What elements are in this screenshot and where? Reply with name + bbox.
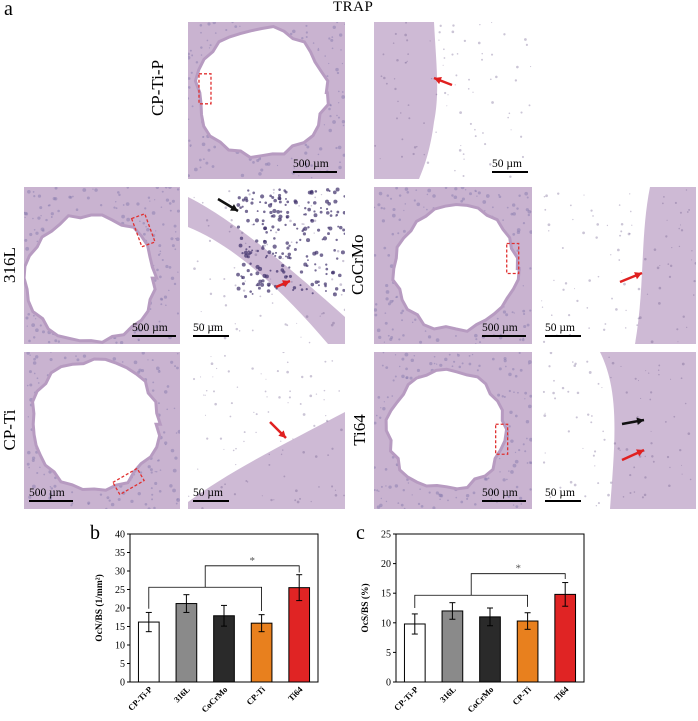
- chart-b-ytick-label-4: 20: [115, 604, 125, 615]
- chart-b-ylabel: OcN/BS (1/mm²): [94, 574, 105, 642]
- chart-b: 0 5 10 15 20 25 30 35 40 OcN/BS (1/mm²) CP-Ti-P 316…: [88, 520, 338, 716]
- chart-c: 0 5 10 15 20 25 OcS/BS (%) CP-Ti-P 316L CoCrMo CP-…: [354, 520, 604, 716]
- micrograph-cocrmo-low: [374, 187, 532, 344]
- chart-b-ytick-label-0: 0: [120, 678, 125, 689]
- micrograph-cpti-high: [188, 352, 345, 509]
- chart-b-ytick-label-1: 5: [120, 659, 125, 670]
- chart-b-ytick-label-6: 30: [115, 567, 125, 578]
- chart-c-bar-2: [479, 616, 501, 683]
- micrograph-316l-low: [24, 187, 180, 344]
- chart-b-errorbar-1: [183, 594, 190, 613]
- chart-c-ytick-label-4: 20: [381, 559, 391, 570]
- micrograph-ti64-low: [374, 352, 532, 509]
- chart-c-category-label-1: 316L: [438, 684, 458, 704]
- sample-label-cpti-p: CP-Ti-P: [148, 59, 167, 117]
- chart-c-ylabel: OcS/BS (%): [360, 583, 371, 632]
- scale-bar-50-316l: 50 µm: [193, 322, 229, 337]
- chart-b-category-label-4: Ti64: [286, 684, 305, 703]
- chart-c-category-label-2: CoCrMo: [465, 684, 495, 714]
- chart-b-category-label-2: CoCrMo: [199, 684, 229, 714]
- chart-c-category-label-0: CP-Ti-P: [392, 684, 420, 712]
- scale-bar-500-316l: 500 µm: [132, 322, 176, 337]
- chart-c-significance-star: *: [515, 563, 521, 575]
- chart-c-ytick-label-2: 10: [381, 618, 391, 629]
- chart-c-errorbar-4: [562, 582, 569, 607]
- chart-c-ytick-label-5: 25: [381, 530, 391, 541]
- sample-label-ti64: Ti64: [350, 414, 369, 446]
- micrograph-316l-high: [188, 187, 345, 344]
- chart-c-errorbar-1: [449, 602, 456, 620]
- chart-c-category-label-3: CP-Ti: [510, 684, 533, 707]
- micrograph-cpti-p-high: [374, 22, 532, 179]
- chart-b-errorbar-2: [221, 604, 227, 627]
- chart-b-ytick-label-3: 15: [115, 622, 125, 633]
- panel-letter-c: c: [356, 522, 365, 544]
- scale-bar-50-ti64: 50 µm: [545, 487, 581, 502]
- chart-c-category-label-4: Ti64: [552, 684, 571, 703]
- chart-c-errorbar-3: [524, 612, 531, 630]
- chart-c-ytick-label-1: 5: [386, 648, 391, 659]
- chart-b-bar-4: [288, 587, 311, 683]
- scale-bar-50-cpti-p: 50 µm: [492, 158, 528, 173]
- chart-b-significance-star: *: [249, 555, 255, 567]
- micrograph-cocrmo-high: [540, 187, 696, 344]
- chart-b-bar-1: [175, 603, 198, 683]
- scale-bar-500-cpti-p: 500 µm: [293, 158, 337, 173]
- sample-label-cpti: CP-Ti: [0, 409, 19, 451]
- scale-bar-500-cpti: 500 µm: [29, 487, 73, 502]
- chart-b-ytick-label-8: 40: [115, 530, 125, 541]
- scale-bar-500-ti64: 500 µm: [482, 487, 526, 502]
- chart-c-ytick-label-3: 15: [381, 589, 391, 600]
- chart-b-errorbar-3: [258, 614, 265, 633]
- chart-c-errorbar-0: [411, 613, 418, 635]
- chart-c-bar-4: [554, 593, 577, 683]
- micrograph-ti64-high: [540, 352, 696, 509]
- figure-title: TRAP: [333, 0, 374, 15]
- chart-c-bar-1: [441, 610, 464, 683]
- sample-label-cocrmo: CoCrMo: [348, 234, 367, 295]
- chart-b-category-label-1: 316L: [172, 684, 192, 704]
- chart-b-errorbar-0: [145, 611, 152, 633]
- panel-letter-b: b: [90, 522, 100, 544]
- sample-label-316l: 316L: [0, 247, 19, 283]
- chart-c-bar-3: [516, 620, 539, 683]
- panel-letter-a: a: [4, 0, 13, 20]
- scale-bar-50-cocrmo: 50 µm: [545, 322, 581, 337]
- micrograph-cpti-p-low: [188, 22, 345, 179]
- micrograph-cpti-low: [24, 352, 180, 509]
- chart-b-ytick-label-5: 25: [115, 585, 125, 596]
- chart-b-ytick-label-2: 10: [115, 641, 125, 652]
- chart-c-significance-bracket: [414, 573, 566, 608]
- chart-b-category-label-0: CP-Ti-P: [126, 684, 154, 712]
- scale-bar-500-cocrmo: 500 µm: [482, 322, 526, 337]
- chart-c-errorbar-2: [487, 607, 493, 627]
- chart-b-errorbar-4: [296, 574, 303, 602]
- chart-c-ytick-label-0: 0: [386, 678, 391, 689]
- chart-b-significance-bracket: [148, 565, 300, 611]
- chart-b-ytick-label-7: 35: [115, 548, 125, 559]
- scale-bar-50-cpti: 50 µm: [193, 487, 229, 502]
- chart-b-category-label-3: CP-Ti: [244, 684, 267, 707]
